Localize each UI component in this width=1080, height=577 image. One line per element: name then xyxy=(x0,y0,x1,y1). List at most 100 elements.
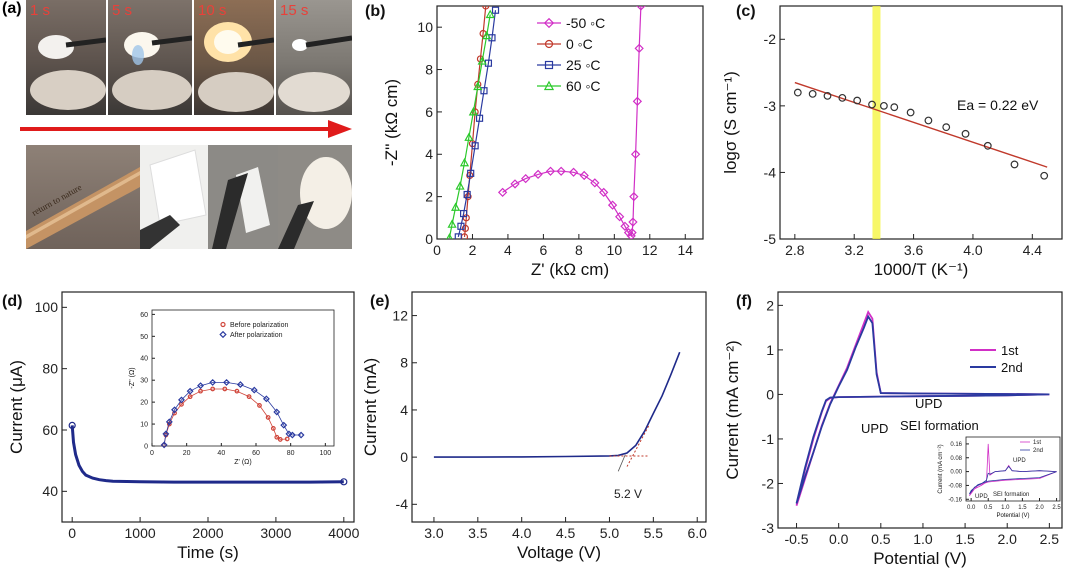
data-point xyxy=(607,200,618,210)
inset-point xyxy=(171,406,178,414)
x-axis-label: Time (s) xyxy=(177,543,239,562)
x-tick-label: 4 xyxy=(504,242,512,258)
data-point xyxy=(463,190,471,199)
data-point xyxy=(521,173,531,184)
inset-point xyxy=(277,437,283,442)
panel-a-label: (a) xyxy=(2,0,22,17)
data-point xyxy=(485,9,495,19)
inset-series-1 xyxy=(163,382,302,445)
data-point xyxy=(460,209,468,218)
time-arrow xyxy=(20,120,352,138)
annotation-onset: 5.2 V xyxy=(614,487,642,501)
x-tick-label: 8 xyxy=(575,242,583,258)
chart-c: 2.8 3.2 3.6 4.0 4.4 -5 -4 -3 -2 1000/T (K⁻¹) logσ … xyxy=(721,5,1063,279)
y-tick-label: 0.08 xyxy=(950,456,962,462)
panel-label: (f) xyxy=(736,293,752,310)
x-tick-label: 3.2 xyxy=(844,242,864,258)
inset-series-0 xyxy=(163,388,288,445)
slope-fit xyxy=(626,425,650,467)
film-photo-2-art xyxy=(212,167,270,249)
x-tick-label: 3.0 xyxy=(424,525,444,541)
y-tick-label: 0 xyxy=(400,449,408,465)
cv-series-1 xyxy=(795,314,1050,504)
annotation-sei: SEI formation xyxy=(900,418,979,433)
y-axis-label: Current (mA) xyxy=(361,358,380,456)
burn-photo-2: 5 s xyxy=(108,0,192,115)
data-point xyxy=(942,123,951,132)
y-tick-label: -3 xyxy=(764,98,777,114)
inset-legend-label: 1st xyxy=(1033,440,1041,446)
x-tick-label: 1.0 xyxy=(913,531,933,547)
y-axis-label: Current (μA) xyxy=(7,360,26,454)
y-tick-label: 10 xyxy=(417,19,433,35)
x-axis-label: Potential (V) xyxy=(873,549,967,568)
x-tick-label: 5.0 xyxy=(600,525,620,541)
legend-label: 1st xyxy=(1001,343,1019,358)
inset-legend-label: Before polarization xyxy=(230,322,288,329)
x-tick-label: 0 xyxy=(68,525,76,541)
inset-point xyxy=(262,395,270,403)
data-point xyxy=(627,227,637,238)
y-tick-label: 4 xyxy=(425,146,433,162)
inset-point xyxy=(234,388,240,394)
legend-marker xyxy=(543,80,555,91)
data-point xyxy=(475,114,484,122)
data-point xyxy=(630,149,641,159)
panel-label: (d) xyxy=(2,293,22,310)
x-axis-label: Z' (Ω) xyxy=(234,459,251,466)
inset-point xyxy=(280,421,288,429)
data-point xyxy=(454,233,462,239)
y-tick-label: 0.16 xyxy=(950,442,962,448)
burn-photo-2-art xyxy=(112,32,192,110)
inset-annotation-upd-1: UPD xyxy=(1013,458,1026,464)
data-point xyxy=(620,221,630,231)
data-point xyxy=(471,142,479,150)
inset-point xyxy=(297,431,305,439)
y-tick-label: 40 xyxy=(42,483,58,499)
legend-label: -50 ◦C xyxy=(566,15,605,31)
inset-point xyxy=(288,431,296,439)
data-point xyxy=(906,108,915,117)
x-axis-label: Potential (V) xyxy=(996,513,1029,519)
chart-f-inset: 0.0 0.5 1.0 1.5 2.0 2.5 -0.16 -0.08 0.00 0.08 0.16… xyxy=(938,436,1061,519)
data-point xyxy=(457,222,465,230)
film-photo-3 xyxy=(278,145,352,249)
data-point xyxy=(488,34,496,42)
y-tick-label: 60 xyxy=(42,422,58,438)
burn-photo-1: 1 s xyxy=(26,0,106,115)
legend-marker xyxy=(544,39,554,49)
data-point xyxy=(579,170,589,181)
data-point xyxy=(599,187,609,198)
y-tick-label: 2 xyxy=(425,189,433,205)
panel-a: (a) 1 s 5 s 10 s 15 s xyxy=(0,0,352,250)
x-tick-label: 0.0 xyxy=(829,531,849,547)
inset-point xyxy=(222,386,228,392)
x-tick-label: 6 xyxy=(540,242,548,258)
data-point xyxy=(823,91,832,100)
inset-point xyxy=(160,441,168,449)
data-point xyxy=(477,56,487,65)
y-axis-label: logσ (S cm⁻¹) xyxy=(721,71,740,174)
plot-frame xyxy=(965,436,1061,502)
x-tick-label: 0 xyxy=(150,450,154,457)
burn-photo-3-art xyxy=(198,22,274,112)
x-tick-label: 80 xyxy=(287,450,295,457)
start-point xyxy=(68,421,76,429)
y-tick-label: -4 xyxy=(764,164,777,180)
y-tick-label: 0 xyxy=(425,231,433,247)
data-point xyxy=(868,100,876,109)
data-point xyxy=(838,93,847,102)
x-axis-label: 1000/T (K⁻¹) xyxy=(874,260,969,279)
inset-point xyxy=(274,434,280,440)
film-photo-1 xyxy=(140,145,208,249)
y-tick-label: 8 xyxy=(425,61,433,77)
data-point xyxy=(464,193,472,201)
inset-point xyxy=(246,394,252,400)
panel-label: (b) xyxy=(365,3,385,20)
burn-time-4: 15 s xyxy=(280,2,309,19)
data-point xyxy=(467,169,475,177)
data-point xyxy=(464,132,474,141)
inset-annotation-upd-2: UPD xyxy=(975,494,988,500)
y-tick-label: 80 xyxy=(42,361,58,377)
